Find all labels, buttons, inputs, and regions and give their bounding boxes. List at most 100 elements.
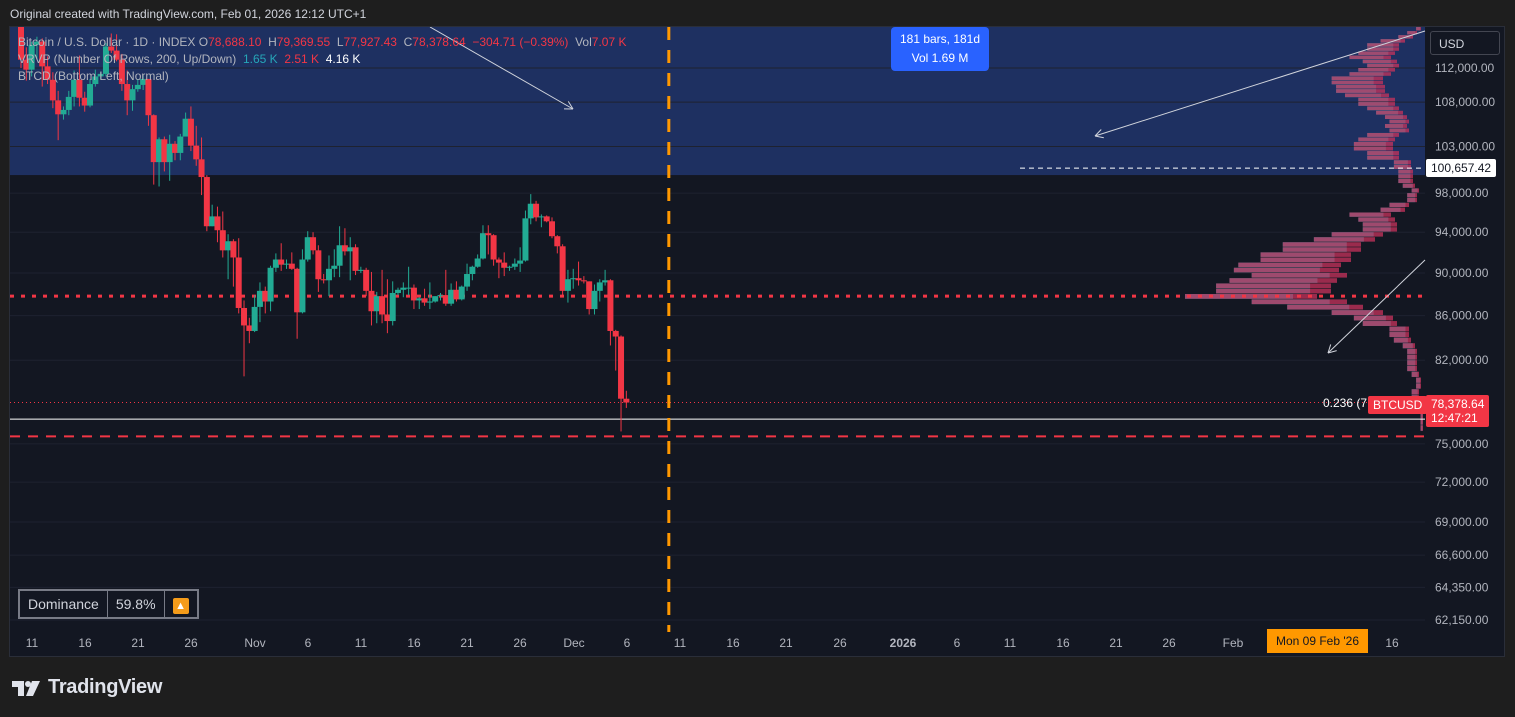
volume-profile-down-row <box>1407 348 1417 354</box>
candle <box>575 261 582 286</box>
volume-profile-down-row <box>1251 299 1347 305</box>
candle-body <box>166 143 173 163</box>
candle-body <box>18 27 24 60</box>
time-axis-label: 11 <box>355 636 368 650</box>
candle-body <box>108 46 115 51</box>
candle <box>400 282 407 298</box>
candle-body <box>310 237 317 251</box>
symbol-price-tag: BTCUSD <box>1368 396 1428 414</box>
vrvp-up-value: 1.65 K <box>242 52 278 66</box>
candle <box>182 112 189 137</box>
candle-body <box>283 263 290 265</box>
candle-body <box>23 59 30 70</box>
volume-profile-down-row <box>1411 389 1419 395</box>
candle <box>87 78 94 108</box>
candle <box>278 243 285 271</box>
volume-profile-down-row <box>1229 278 1337 283</box>
price-axis-label: 90,000.00 <box>1435 266 1489 280</box>
chart-frame[interactable]: 112,000.00 108,000.00 103,000.00 98,000.00 9… <box>9 26 1505 657</box>
time-axis-label: 26 <box>513 636 527 650</box>
candle <box>395 287 402 296</box>
candle-body <box>527 203 534 219</box>
candle <box>479 225 486 260</box>
volume-profile-down-row <box>1358 137 1395 142</box>
time-axis-label: 26 <box>184 636 198 650</box>
candle-body <box>373 296 380 312</box>
volume-profile-down-row <box>1313 237 1375 242</box>
candle-body <box>575 278 582 281</box>
volume-profile-down-row <box>1389 202 1409 208</box>
volume-profile-down-row <box>1362 222 1397 227</box>
candle <box>187 106 194 152</box>
volume-profile-down-row <box>1420 425 1423 431</box>
candle <box>124 70 131 116</box>
candle-body <box>559 246 566 291</box>
vrvp-label: VRVP (Number Of Rows, 200, Up/Down) <box>18 52 237 66</box>
candle <box>145 78 152 126</box>
vrvp-legend[interactable]: VRVP (Number Of Rows, 200, Up/Down) 1.65… <box>18 52 360 66</box>
candle-body <box>437 295 444 297</box>
candle-body <box>331 265 338 269</box>
candle <box>511 258 518 270</box>
price-axis-label: 72,000.00 <box>1435 475 1489 489</box>
candle-body <box>325 268 332 281</box>
symbol-label[interactable]: Bitcoin / U.S. Dollar · 1D · INDEX <box>18 35 196 49</box>
time-axis-label: 16 <box>1385 636 1399 650</box>
candle-body <box>187 118 194 146</box>
candle <box>304 231 311 262</box>
candle <box>341 228 348 256</box>
volume-profile-down-row <box>1398 169 1413 174</box>
volume-profile-down-row <box>1282 242 1361 247</box>
candle <box>464 263 471 291</box>
candle <box>474 254 481 268</box>
candle <box>97 72 104 79</box>
btcd-legend[interactable]: BTCD (Bottom Left, Normal) <box>18 69 169 83</box>
time-axis-label: 16 <box>726 636 740 650</box>
candle <box>33 36 40 60</box>
candle <box>490 234 497 266</box>
measure-volume: Vol 1.69 M <box>911 51 969 65</box>
candle-body <box>256 290 263 307</box>
tradingview-logo[interactable]: TradingView <box>12 676 162 699</box>
candle <box>469 265 476 281</box>
low-value: 77,927.43 <box>343 35 397 49</box>
candle-body <box>591 290 598 310</box>
candle-body <box>118 59 125 85</box>
candle <box>92 69 99 87</box>
candle <box>171 141 178 161</box>
candle <box>288 252 295 270</box>
volume-profile-down-row <box>1233 267 1339 273</box>
candle-body <box>538 216 545 218</box>
candle <box>554 235 561 254</box>
candle-body <box>230 241 237 258</box>
chart-canvas[interactable]: 112,000.00 108,000.00 103,000.00 98,000.00 9… <box>10 27 1505 657</box>
currency-button[interactable]: USD <box>1430 31 1500 55</box>
time-axis-label: 26 <box>1162 636 1176 650</box>
price-axis-label: 86,000.00 <box>1435 309 1489 323</box>
volume-profile-down-row <box>1349 212 1391 217</box>
candle <box>81 91 88 112</box>
candle <box>612 329 619 371</box>
candle <box>49 72 56 109</box>
volume-profile-down-row <box>1416 27 1421 31</box>
candle <box>596 279 603 302</box>
candle <box>570 268 577 289</box>
candle <box>256 282 263 323</box>
candle <box>113 34 120 62</box>
candle-body <box>214 216 221 231</box>
candle <box>156 137 163 187</box>
price-axis-label: 62,150.00 <box>1435 613 1489 627</box>
volume-profile-down-row <box>1385 115 1407 120</box>
candle-body <box>453 289 460 300</box>
price-axis-label: 108,000.00 <box>1435 95 1495 109</box>
candle-body <box>501 262 508 268</box>
candle-body <box>400 287 407 290</box>
candle <box>272 253 279 272</box>
candle <box>426 282 433 310</box>
volume-profile-down-row <box>1331 80 1383 85</box>
candle <box>543 215 550 223</box>
volume-profile-down-row <box>1420 413 1423 419</box>
volume-profile-down-row <box>1260 257 1351 263</box>
volume-profile-down-row <box>1416 383 1421 389</box>
candle <box>246 317 253 344</box>
